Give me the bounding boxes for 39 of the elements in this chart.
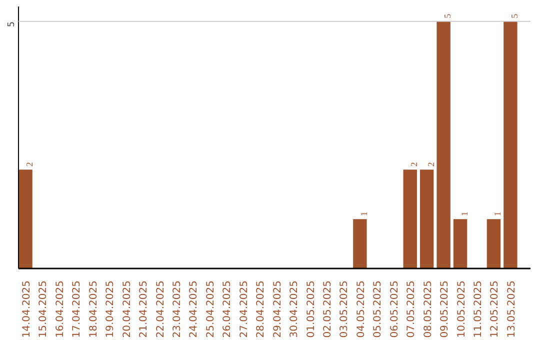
x-tick-label: 03.05.2025 xyxy=(339,280,350,338)
data-label: 1 xyxy=(459,212,470,216)
x-tick-label: 02.05.2025 xyxy=(322,280,334,338)
x-tick-label: 01.05.2025 xyxy=(306,280,317,338)
x-tick-label: 14.04.2025 xyxy=(22,280,33,338)
x-tick-label: 04.05.2025 xyxy=(356,280,367,338)
x-tick-label: 18.04.2025 xyxy=(88,280,100,338)
x-tick-label: 30.04.2025 xyxy=(289,280,300,338)
data-label: 1 xyxy=(358,212,369,216)
data-label: 1 xyxy=(492,212,503,216)
x-tick-label: 07.05.2025 xyxy=(406,280,418,338)
x-tick-label: 06.05.2025 xyxy=(389,280,400,338)
x-tick-label: 05.05.2025 xyxy=(372,280,384,338)
x-tick-label: 17.04.2025 xyxy=(72,280,83,338)
x-tick-label: 08.05.2025 xyxy=(422,280,434,338)
x-tick-label: 24.04.2025 xyxy=(188,280,200,338)
x-tick-label: 27.04.2025 xyxy=(238,280,250,338)
ref-line-label: 5 xyxy=(7,21,17,28)
data-label: 2 xyxy=(426,162,436,167)
x-tick-label: 11.05.2025 xyxy=(472,280,484,338)
x-tick-label: 13.05.2025 xyxy=(506,280,518,338)
data-label: 2 xyxy=(409,162,420,167)
x-tick-label: 16.04.2025 xyxy=(54,280,66,338)
x-tick-label: 21.04.2025 xyxy=(138,280,150,338)
x-tick-label: 12.05.2025 xyxy=(490,280,501,338)
x-tick-label: 23.04.2025 xyxy=(172,280,184,338)
x-tick-label: 29.04.2025 xyxy=(272,280,284,338)
data-label: 5 xyxy=(442,13,453,18)
x-tick-label: 28.04.2025 xyxy=(256,280,267,338)
x-tick-label: 20.04.2025 xyxy=(122,280,133,338)
x-tick-label: 10.05.2025 xyxy=(456,280,468,338)
data-label: 5 xyxy=(509,13,520,18)
x-tick-label: 19.04.2025 xyxy=(105,280,116,338)
x-tick-label: 22.04.2025 xyxy=(155,280,166,338)
x-tick-label: 25.04.2025 xyxy=(205,280,216,338)
x-tick-label: 09.05.2025 xyxy=(440,280,451,338)
x-tick-label: 15.04.2025 xyxy=(38,280,50,338)
data-label: 2 xyxy=(24,162,35,167)
x-tick-label: 26.04.2025 xyxy=(222,280,234,338)
